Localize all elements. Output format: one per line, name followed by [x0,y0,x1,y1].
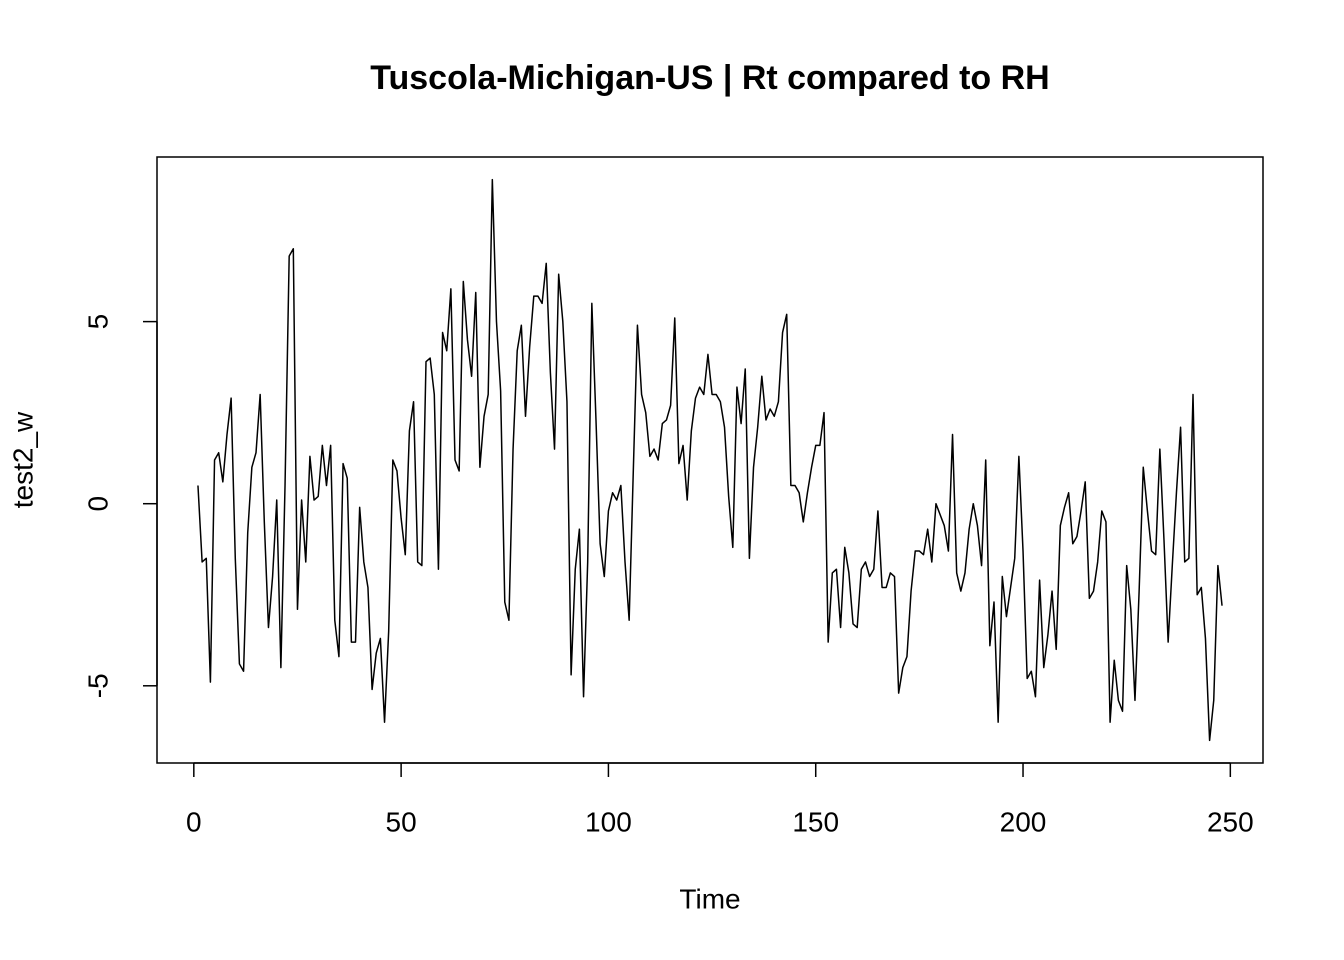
x-tick-label: 100 [585,806,632,837]
x-tick-label: 250 [1207,806,1254,837]
y-tick-label: -5 [82,673,113,698]
y-tick-label: 0 [82,496,113,512]
x-tick-label: 150 [792,806,839,837]
x-axis-label: Time [679,883,740,914]
x-tick-label: 0 [186,806,202,837]
x-tick-label: 50 [386,806,417,837]
plot-box [156,156,1264,764]
y-tick-label: 5 [82,314,113,330]
y-axis-label: test2_w [7,411,38,508]
x-tick-label: 200 [1000,806,1047,837]
chart-title: Tuscola-Michigan-US | Rt compared to RH [370,59,1050,97]
data-line [197,178,1223,742]
